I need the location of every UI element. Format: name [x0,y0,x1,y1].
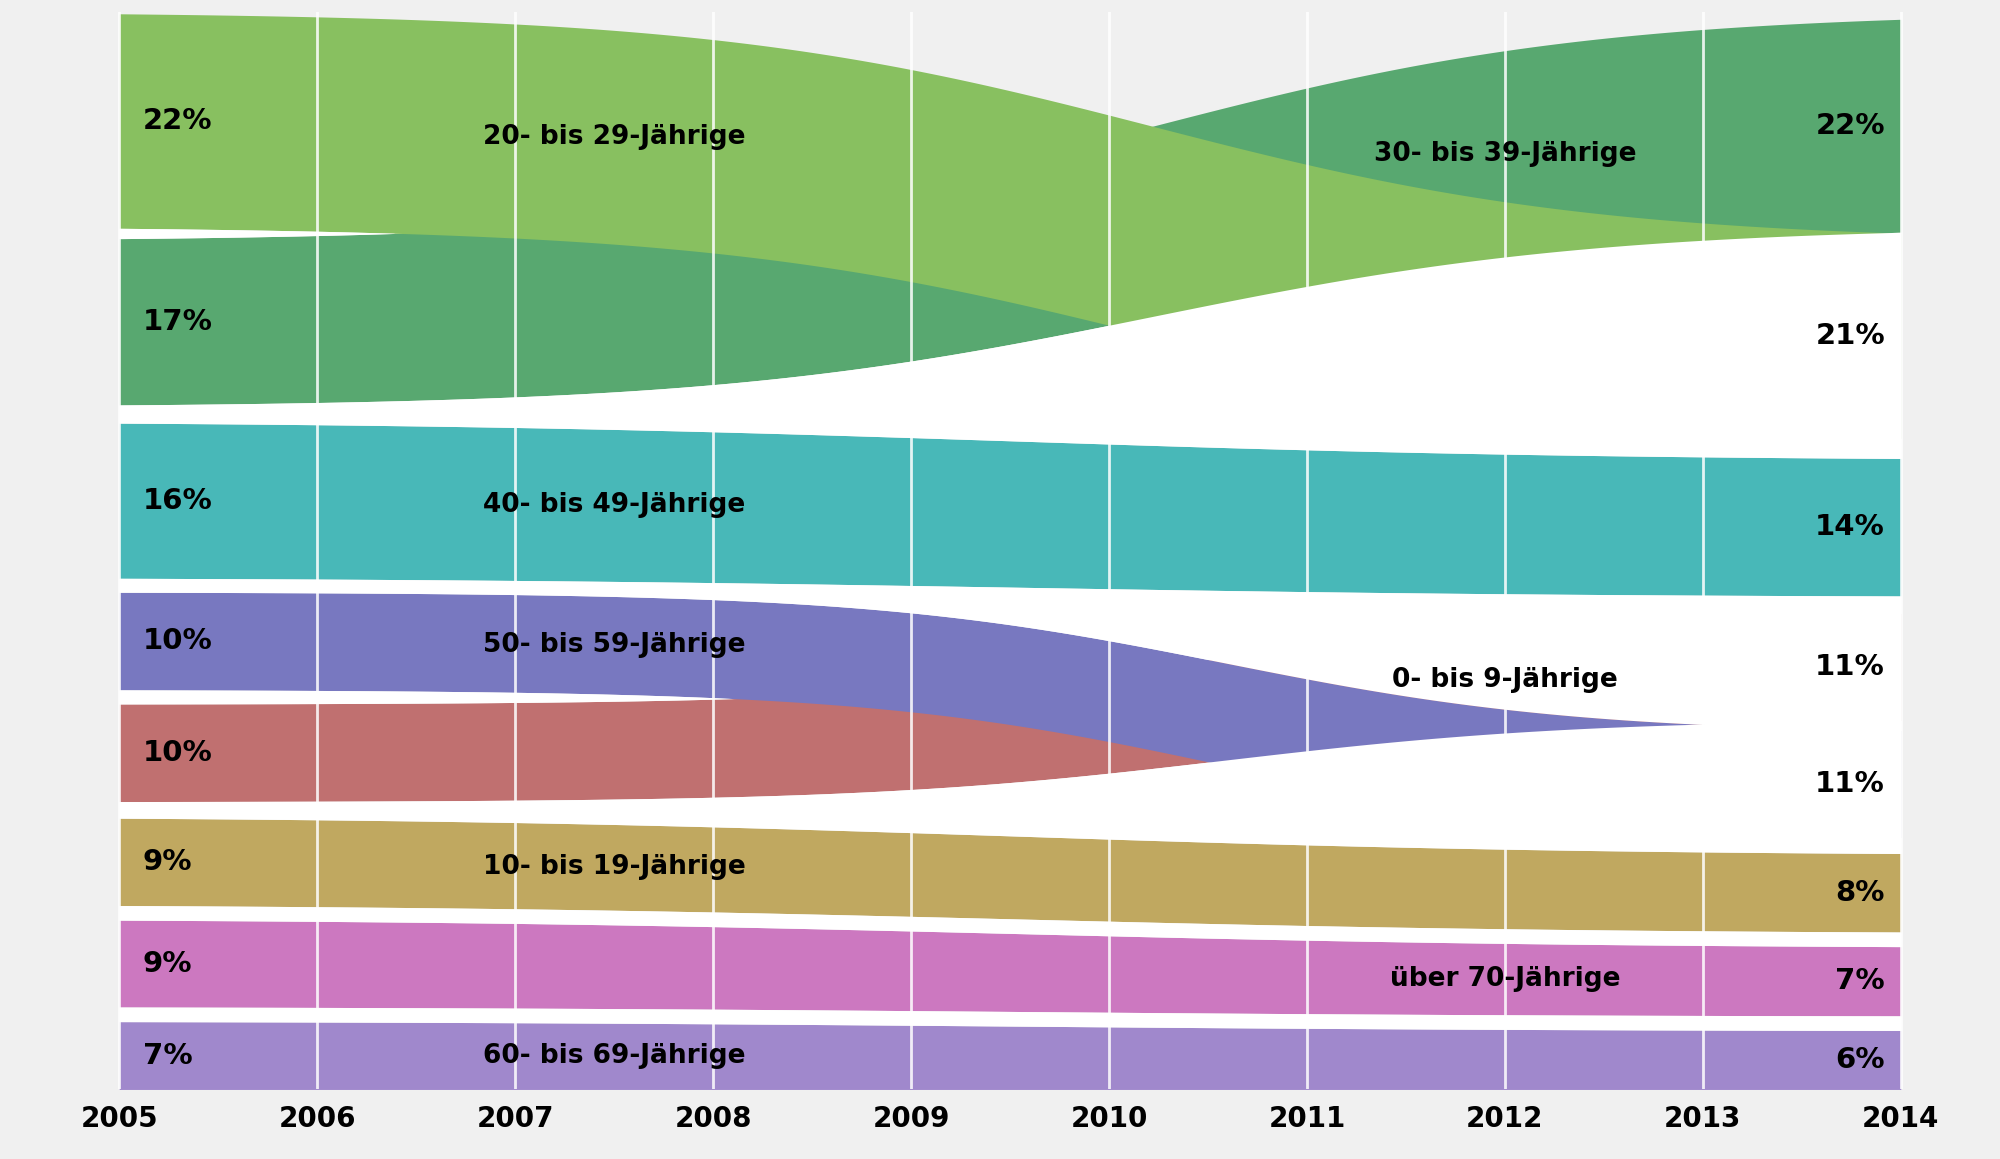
Text: 14%: 14% [1816,513,1884,541]
Text: 9%: 9% [142,848,192,876]
Text: 10%: 10% [142,627,212,655]
Text: 30- bis 39-Jährige: 30- bis 39-Jährige [1374,141,1636,167]
Text: 11%: 11% [1816,770,1884,797]
Text: 22%: 22% [1816,111,1884,140]
Text: 60- bis 69-Jährige: 60- bis 69-Jährige [482,1043,746,1070]
Text: 9%: 9% [142,949,192,977]
Text: 7%: 7% [1836,968,1884,996]
Text: 10- bis 19-Jährige: 10- bis 19-Jährige [482,854,746,881]
Text: 50- bis 59-Jährige: 50- bis 59-Jährige [482,633,746,658]
Text: 10%: 10% [142,738,212,767]
Text: 22%: 22% [142,107,212,136]
Text: 40- bis 49-Jährige: 40- bis 49-Jährige [482,493,746,518]
Text: über 70-Jährige: über 70-Jährige [1390,967,1620,992]
Text: 21%: 21% [1816,322,1884,350]
Text: 20- bis 29-Jährige: 20- bis 29-Jährige [482,124,746,150]
Text: 7%: 7% [142,1042,192,1070]
Text: 16%: 16% [142,487,212,515]
Text: 17%: 17% [142,308,212,336]
Text: 11%: 11% [1816,653,1884,681]
Text: 8%: 8% [1836,879,1884,906]
Text: 0- bis 9-Jährige: 0- bis 9-Jährige [1392,668,1618,693]
Text: 6%: 6% [1836,1045,1884,1074]
